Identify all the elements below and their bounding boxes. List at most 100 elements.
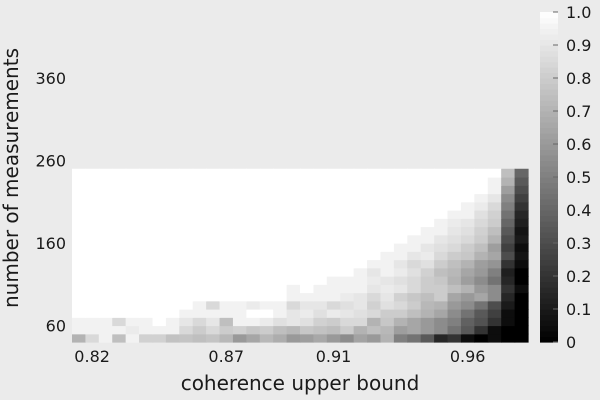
heatmap-cell xyxy=(447,185,462,195)
heatmap-cell xyxy=(474,284,489,294)
heatmap-cell xyxy=(206,284,221,294)
heatmap-cell xyxy=(259,218,274,228)
y-axis-label: number of measurements xyxy=(0,48,23,308)
colorbar-tick-label: 0.5 xyxy=(566,168,591,187)
heatmap-cell xyxy=(434,267,449,277)
heatmap-cell xyxy=(85,177,100,186)
heatmap-cell xyxy=(232,276,247,285)
colorbar-swatch xyxy=(540,309,558,316)
heatmap-cell xyxy=(434,259,449,269)
heatmap-cell xyxy=(286,177,301,186)
heatmap-cell xyxy=(367,201,382,211)
heatmap-cell xyxy=(313,251,328,261)
heatmap-cell xyxy=(125,185,140,195)
heatmap-cell xyxy=(85,243,100,252)
heatmap-cell xyxy=(313,243,328,252)
heatmap-cell xyxy=(300,218,315,228)
heatmap-cell xyxy=(125,210,140,219)
heatmap-cell xyxy=(380,243,395,252)
colorbar-swatch xyxy=(540,276,558,283)
heatmap-cell xyxy=(380,168,395,178)
heatmap-cell xyxy=(246,168,261,178)
heatmap-cell xyxy=(340,276,355,285)
heatmap-cell xyxy=(501,251,516,261)
heatmap-cell xyxy=(501,317,516,327)
heatmap-cell xyxy=(487,177,502,186)
heatmap-cell xyxy=(72,168,87,178)
heatmap-cell xyxy=(273,284,288,294)
heatmap-cell xyxy=(192,259,207,269)
heatmap-cell xyxy=(165,243,180,252)
heatmap-cell xyxy=(460,193,475,203)
heatmap-cell xyxy=(474,201,489,211)
heatmap-cell xyxy=(474,185,489,195)
heatmap-cell xyxy=(139,168,154,178)
heatmap-cell xyxy=(367,251,382,261)
heatmap-cell xyxy=(514,193,529,203)
heatmap-cell xyxy=(487,226,502,236)
colorbar-swatch xyxy=(540,259,558,266)
heatmap-cell xyxy=(85,210,100,219)
colorbar-swatch xyxy=(540,144,558,151)
heatmap-cell xyxy=(353,218,368,228)
heatmap-cell xyxy=(300,193,315,203)
heatmap-cell xyxy=(219,177,234,186)
heatmap-cell xyxy=(259,333,274,343)
heatmap-cell xyxy=(219,267,234,277)
heatmap-cell xyxy=(112,276,127,285)
heatmap-cell xyxy=(313,267,328,277)
heatmap-cell xyxy=(460,185,475,195)
colorbar-swatch xyxy=(540,237,558,244)
colorbar-swatch xyxy=(540,138,558,145)
heatmap-cell xyxy=(85,185,100,195)
heatmap-cell xyxy=(286,267,301,277)
heatmap-cell xyxy=(487,243,502,252)
heatmap-cell xyxy=(474,210,489,219)
heatmap-cell xyxy=(340,234,355,244)
heatmap-cell xyxy=(313,218,328,228)
heatmap-cell xyxy=(219,168,234,178)
heatmap-cell xyxy=(340,317,355,327)
heatmap-cell xyxy=(447,210,462,219)
heatmap-cell xyxy=(313,193,328,203)
heatmap-cell xyxy=(286,193,301,203)
heatmap-cell xyxy=(340,177,355,186)
heatmap-cell xyxy=(165,210,180,219)
heatmap-cell xyxy=(501,325,516,335)
heatmap-cell xyxy=(152,317,167,327)
heatmap-cell xyxy=(259,226,274,236)
heatmap-cell xyxy=(192,300,207,310)
heatmap-cell xyxy=(501,234,516,244)
heatmap-cell xyxy=(125,284,140,294)
heatmap-cell xyxy=(367,325,382,335)
heatmap-cell xyxy=(434,234,449,244)
heatmap-cell xyxy=(286,226,301,236)
heatmap-cell xyxy=(85,201,100,211)
heatmap-cell xyxy=(353,251,368,261)
heatmap-cell xyxy=(447,300,462,310)
heatmap-cell xyxy=(286,317,301,327)
colorbar-swatch xyxy=(540,83,558,90)
heatmap-cell xyxy=(434,193,449,203)
heatmap-cell xyxy=(179,234,194,244)
heatmap-cell xyxy=(192,317,207,327)
heatmap-cell xyxy=(447,259,462,269)
heatmap-cell xyxy=(179,284,194,294)
heatmap-cell xyxy=(420,177,435,186)
heatmap-cell xyxy=(273,234,288,244)
heatmap-cell xyxy=(286,292,301,302)
heatmap-cell xyxy=(259,210,274,219)
heatmap-cell xyxy=(434,317,449,327)
heatmap-cell xyxy=(447,284,462,294)
heatmap-cell xyxy=(219,292,234,302)
heatmap-cell xyxy=(380,300,395,310)
heatmap-cell xyxy=(259,177,274,186)
heatmap-cell xyxy=(353,309,368,318)
heatmap-cell xyxy=(514,177,529,186)
heatmap-cell xyxy=(259,292,274,302)
heatmap-cell xyxy=(367,226,382,236)
heatmap-cell xyxy=(165,177,180,186)
heatmap-cell xyxy=(474,226,489,236)
heatmap-cell xyxy=(340,243,355,252)
heatmap-cell xyxy=(72,251,87,261)
